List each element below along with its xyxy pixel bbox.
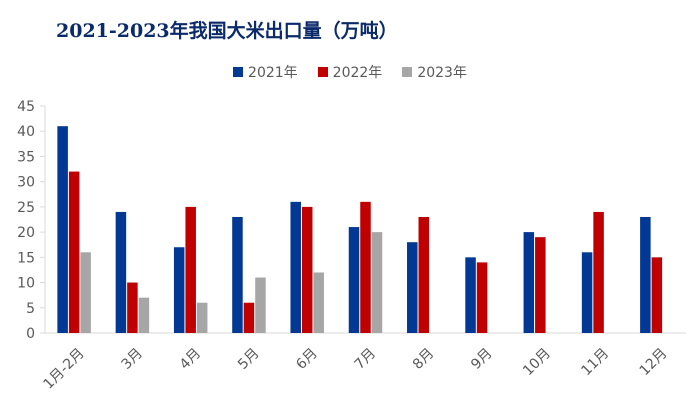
bar-2022年-8月 xyxy=(418,216,430,333)
legend-item-0: 2021年 xyxy=(233,62,298,82)
y-tick-label: 45 xyxy=(17,99,35,115)
legend-label: 2023年 xyxy=(417,65,467,81)
bar-2022年-6月 xyxy=(301,206,313,333)
bar-2021年-12月 xyxy=(640,216,651,333)
bar-2021年-7月 xyxy=(348,227,360,333)
bar-2021年-6月 xyxy=(290,201,301,333)
y-tick-label: 40 xyxy=(17,124,35,140)
bar-2022年-4月 xyxy=(185,206,196,333)
y-tick-label: 20 xyxy=(17,225,35,241)
legend-swatch xyxy=(317,67,328,77)
x-tick-label: 9月 xyxy=(468,345,496,373)
bar-2022年-11月 xyxy=(593,211,604,333)
x-tick-label: 8月 xyxy=(410,345,438,373)
x-tick-label: 1月-2月 xyxy=(40,345,87,392)
bar-2022年-10月 xyxy=(535,237,546,333)
chart-legend: 2021年 2022年 2023年 xyxy=(0,62,700,82)
bar-2022年-7月 xyxy=(360,201,371,333)
x-tick-label: 6月 xyxy=(293,345,321,373)
x-tick-label: 11月 xyxy=(578,345,612,379)
bar-2021年-8月 xyxy=(407,242,418,333)
bar-2023年-7月 xyxy=(371,232,383,333)
bar-2022年-3月 xyxy=(127,282,138,333)
bar-2021年-11月 xyxy=(581,252,593,333)
x-tick-label: 4月 xyxy=(177,345,205,373)
bar-2023年-1月-2月 xyxy=(80,252,91,333)
y-tick-label: 25 xyxy=(17,200,35,216)
chart-title: 2021-2023年我国大米出口量（万吨） xyxy=(56,20,398,42)
bar-2022年-1月-2月 xyxy=(68,171,80,333)
x-tick-label: 7月 xyxy=(352,345,380,373)
y-tick-label: 5 xyxy=(26,301,35,317)
x-tick-label: 5月 xyxy=(235,345,263,373)
y-tick-label: 0 xyxy=(26,326,35,342)
bar-2023年-4月 xyxy=(196,302,208,333)
bar-2021年-5月 xyxy=(232,216,243,333)
legend-label: 2021年 xyxy=(248,65,298,81)
x-tick-label: 3月 xyxy=(118,345,146,373)
bar-2022年-12月 xyxy=(651,257,663,333)
y-tick-label: 30 xyxy=(17,175,35,191)
legend-item-1: 2022年 xyxy=(317,62,383,82)
y-tick-label: 35 xyxy=(17,149,35,165)
bar-2023年-3月 xyxy=(138,297,150,333)
bar-2022年-9月 xyxy=(476,262,488,333)
bar-2021年-4月 xyxy=(173,247,185,333)
legend-label: 2022年 xyxy=(332,65,383,81)
bar-2021年-9月 xyxy=(465,257,476,333)
bar-2022年-5月 xyxy=(243,302,255,333)
bar-2021年-1月-2月 xyxy=(57,126,68,333)
bar-2021年-3月 xyxy=(115,211,127,333)
y-tick-label: 15 xyxy=(17,250,35,266)
bar-2021年-10月 xyxy=(523,232,535,333)
legend-swatch xyxy=(402,67,413,77)
bar-2023年-6月 xyxy=(313,272,324,333)
legend-swatch xyxy=(233,67,244,77)
legend-item-2: 2023年 xyxy=(402,62,467,82)
y-tick-label: 10 xyxy=(17,276,35,292)
x-tick-label: 12月 xyxy=(637,345,671,379)
bar-2023年-5月 xyxy=(255,277,266,333)
x-tick-label: 10月 xyxy=(520,345,554,379)
